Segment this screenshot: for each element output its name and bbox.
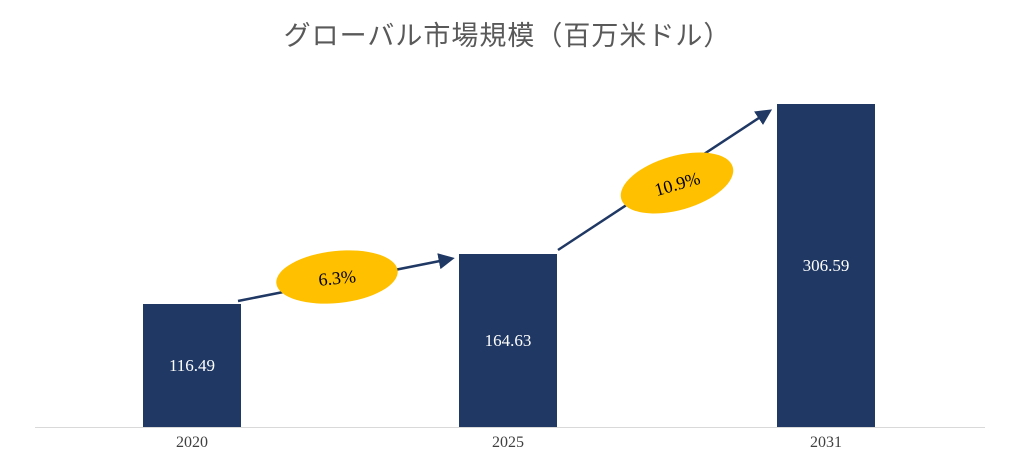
growth-label-2: 10.9% xyxy=(652,168,702,200)
x-tick-2031: 2031 xyxy=(810,434,842,451)
bar-2031: 306.59 xyxy=(777,104,875,427)
bar-value-2020: 116.49 xyxy=(168,355,216,375)
x-tick-2025: 2025 xyxy=(492,434,524,451)
bar-value-2025: 164.63 xyxy=(484,330,532,350)
bar-2020: 116.49 xyxy=(143,304,241,427)
growth-arrow-2020-2025 xyxy=(237,253,455,303)
x-axis-line xyxy=(35,427,985,428)
growth-ellipse-1 xyxy=(276,250,398,304)
bar-2025: 164.63 xyxy=(459,254,557,427)
bar-value-2031: 306.59 xyxy=(802,255,850,275)
growth-label-1: 6.3% xyxy=(317,266,356,290)
x-tick-2020: 2020 xyxy=(176,434,208,451)
growth-arrow-2025-2031 xyxy=(557,109,773,252)
growth-ellipse-2 xyxy=(620,152,734,214)
chart-title: グローバル市場規模（百万米ドル） xyxy=(283,21,732,51)
